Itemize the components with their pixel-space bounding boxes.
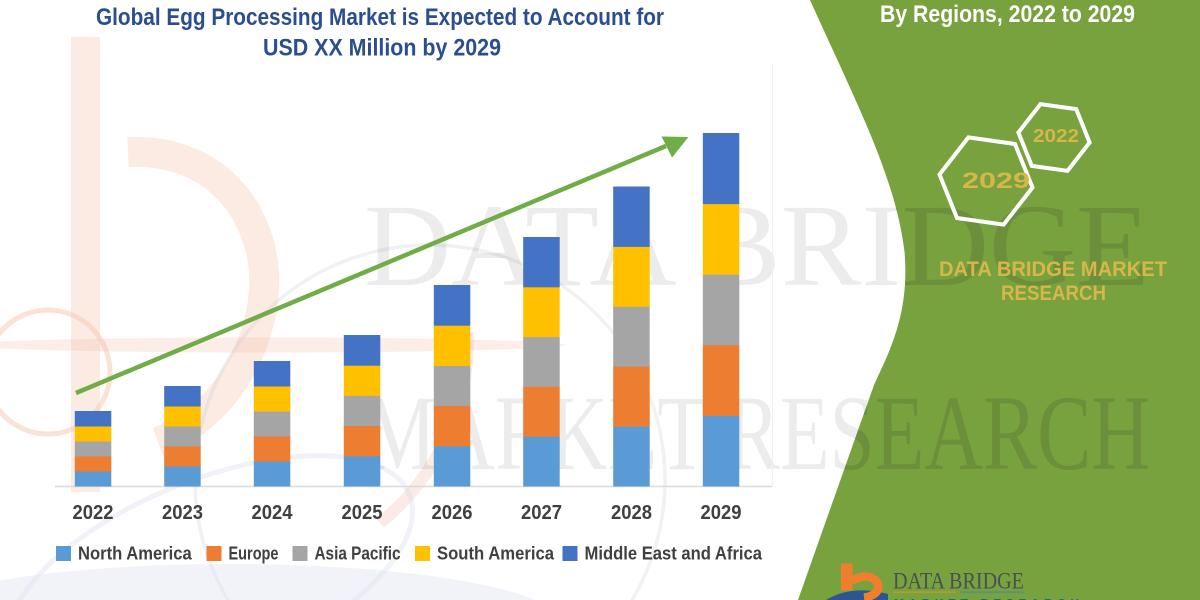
svg-text:By Regions, 2022 to 2029: By Regions, 2022 to 2029	[880, 1, 1135, 28]
svg-text:2025: 2025	[342, 502, 383, 524]
svg-text:Global Egg Processing Market i: Global Egg Processing Market is Expected…	[96, 4, 664, 31]
svg-text:2029: 2029	[962, 168, 1030, 193]
svg-text:MARKET RESEARCH: MARKET RESEARCH	[894, 597, 1084, 600]
svg-text:DATA BRIDGE: DATA BRIDGE	[893, 569, 1024, 594]
svg-text:2027: 2027	[521, 502, 562, 524]
svg-text:2022: 2022	[1033, 126, 1079, 146]
svg-text:USD XX Million by 2029: USD XX Million by 2029	[263, 35, 501, 62]
svg-text:MARKET RESEARCH: MARKET RESEARCH	[364, 375, 1150, 493]
svg-text:2026: 2026	[432, 502, 473, 524]
svg-text:DATA BRIDGE MARKET: DATA BRIDGE MARKET	[939, 258, 1167, 281]
svg-text:Asia Pacific: Asia Pacific	[315, 544, 401, 564]
svg-text:2022: 2022	[73, 502, 114, 524]
svg-text:RESEARCH: RESEARCH	[1001, 282, 1106, 305]
svg-text:2029: 2029	[701, 502, 742, 524]
svg-text:2028: 2028	[611, 502, 652, 524]
svg-text:Europe: Europe	[229, 544, 279, 564]
svg-text:2024: 2024	[252, 502, 294, 524]
svg-text:North America: North America	[78, 544, 193, 564]
svg-text:Middle East and Africa: Middle East and Africa	[585, 544, 763, 564]
svg-text:South America: South America	[437, 544, 555, 564]
svg-text:2023: 2023	[162, 502, 203, 524]
